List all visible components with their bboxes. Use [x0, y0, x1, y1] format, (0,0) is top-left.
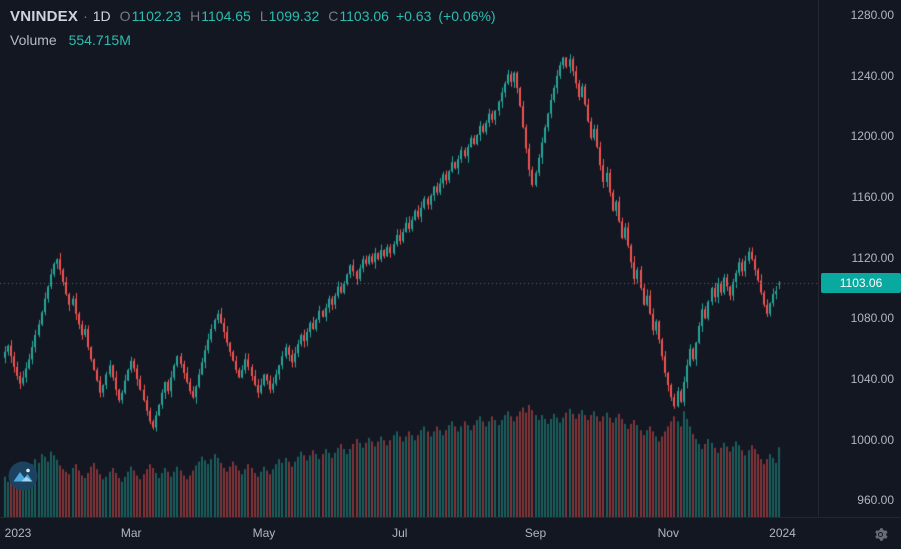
time-tick-label: Mar	[120, 526, 142, 540]
ohlc-low-label: L	[259, 8, 268, 24]
time-axis[interactable]: 2023 Mar May Jul Sep Nov 2024	[0, 517, 901, 549]
legend-separator: ·	[83, 8, 88, 24]
ohlc-row: VNINDEX · 1D O 1102.23 H 1104.65 L 1099.…	[10, 8, 496, 25]
last-price-badge: 1103.06	[821, 273, 901, 294]
price-tick-label: 1280.00	[850, 8, 894, 23]
ohlc-open-value: 1102.23	[131, 8, 182, 24]
volume-label[interactable]: Volume	[10, 32, 57, 48]
price-tick-label: 1040.00	[850, 372, 894, 387]
logo-watermark[interactable]	[8, 461, 38, 491]
time-tick-label: May	[252, 526, 276, 540]
ohlc-low-value: 1099.32	[268, 8, 320, 24]
time-tick-label: 2023	[4, 526, 32, 540]
ohlc-open-label: O	[119, 8, 131, 24]
price-tick-label: 1240.00	[850, 68, 894, 83]
ohlc-close-value: 1103.06	[339, 8, 389, 24]
symbol-name[interactable]: VNINDEX	[10, 8, 79, 25]
change-percent: (+0.06%)	[438, 8, 496, 24]
time-tick-label: Jul	[392, 526, 408, 540]
ohlc-high-label: H	[190, 8, 201, 24]
price-tick-label: 1200.00	[850, 129, 894, 144]
mountain-logo-icon	[8, 461, 38, 491]
symbol-legend: VNINDEX · 1D O 1102.23 H 1104.65 L 1099.…	[10, 8, 496, 48]
price-tick-label: 1080.00	[850, 311, 894, 326]
timeframe-label[interactable]: 1D	[92, 8, 111, 24]
price-canvas[interactable]	[0, 0, 818, 517]
volume-value: 554.715M	[68, 32, 131, 48]
price-axis[interactable]: 1103.06 960.00 1000.00 1040.00 1080.00 1120.…	[818, 0, 901, 517]
scale-settings-button[interactable]	[871, 525, 889, 543]
last-price-label: 1103.06	[839, 276, 883, 291]
volume-row: Volume 554.715M	[10, 32, 496, 48]
time-tick-label: 2024	[769, 526, 796, 540]
price-tick-label: 960.00	[857, 493, 894, 508]
gear-icon	[874, 527, 888, 541]
time-tick-label: Nov	[657, 526, 679, 540]
price-tick-label: 1120.00	[851, 250, 895, 265]
ohlc-high-value: 1104.65	[201, 8, 251, 24]
ohlc-close-label: C	[328, 8, 339, 24]
price-tick-label: 1160.00	[851, 190, 895, 205]
price-tick-label: 1000.00	[850, 432, 894, 447]
change-value: +0.63	[395, 8, 432, 24]
time-tick-label: Sep	[524, 526, 547, 540]
